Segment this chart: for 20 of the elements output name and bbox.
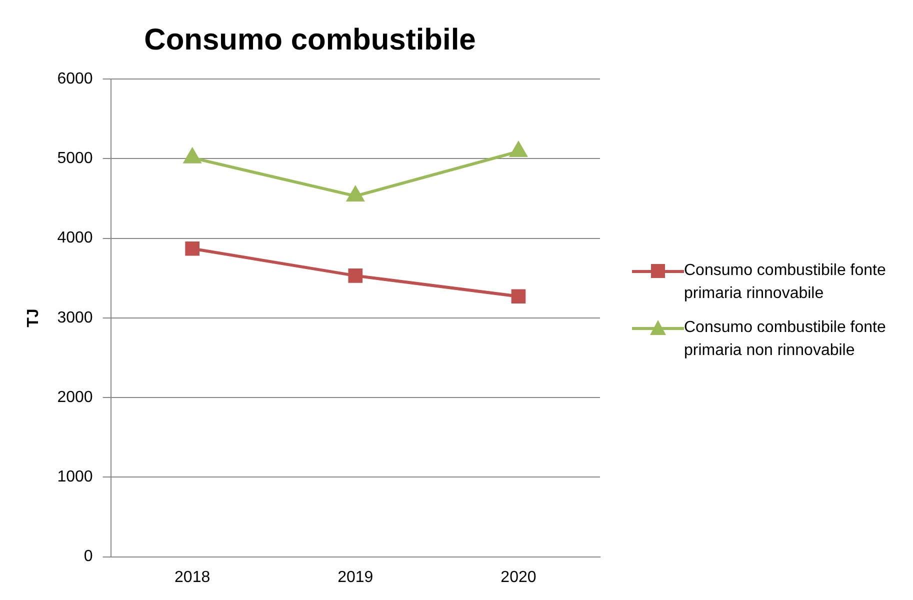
x-tick-label: 2019 bbox=[338, 568, 374, 586]
y-axis-title: TJ bbox=[25, 308, 42, 328]
y-tick-label: 3000 bbox=[57, 309, 93, 326]
legend-label: Consumo combustibile fonte primaria rinnovabile bbox=[684, 261, 887, 304]
y-tick-label: 0 bbox=[84, 548, 93, 566]
point bbox=[346, 186, 364, 202]
y-tick-label: 6000 bbox=[57, 70, 93, 88]
point bbox=[511, 289, 526, 304]
y-tick-label: 5000 bbox=[57, 150, 93, 168]
point bbox=[510, 142, 527, 157]
y-tick-label: 4000 bbox=[57, 230, 93, 247]
x-tick-label: 2020 bbox=[500, 568, 536, 586]
legend-label: Consumo combustibile fonte primaria non rinnovabile bbox=[684, 318, 887, 361]
point bbox=[185, 241, 200, 256]
chart-title: Consumo combustibile bbox=[144, 23, 476, 56]
point bbox=[184, 148, 201, 164]
x-tick-label: 2018 bbox=[174, 568, 210, 586]
y-tick-label: 2000 bbox=[57, 388, 93, 406]
y-tick-label: 1000 bbox=[57, 468, 93, 486]
point bbox=[348, 268, 363, 283]
